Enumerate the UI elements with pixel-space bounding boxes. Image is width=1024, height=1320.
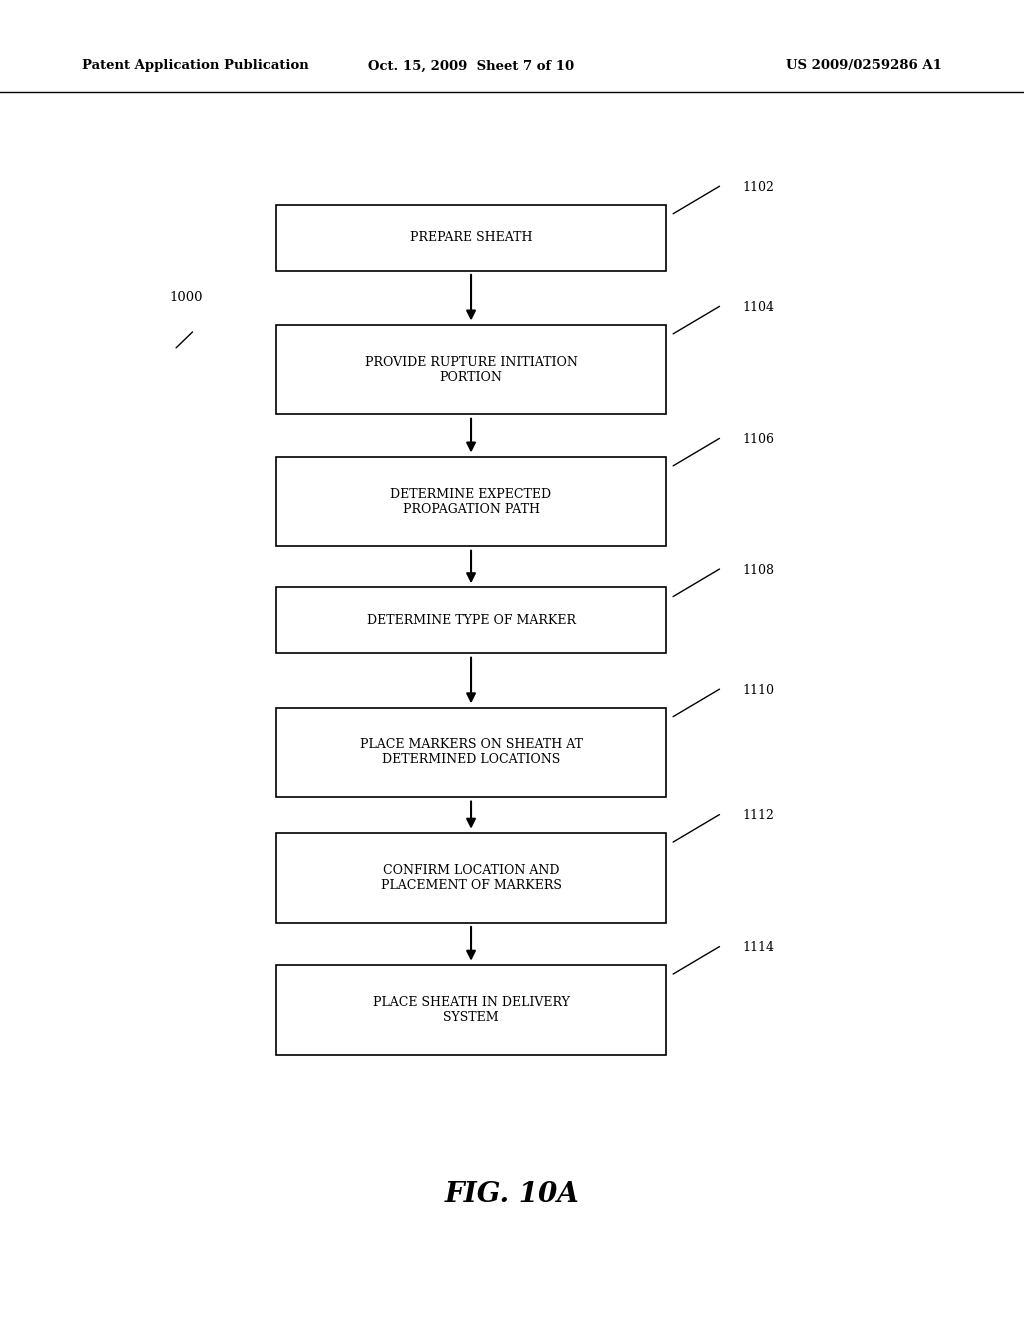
Bar: [276, 457, 666, 546]
Text: Oct. 15, 2009  Sheet 7 of 10: Oct. 15, 2009 Sheet 7 of 10: [368, 59, 574, 73]
Text: CONFIRM LOCATION AND
PLACEMENT OF MARKERS: CONFIRM LOCATION AND PLACEMENT OF MARKER…: [381, 863, 561, 892]
Text: Patent Application Publication: Patent Application Publication: [82, 59, 308, 73]
Text: 1106: 1106: [742, 433, 774, 446]
Bar: [276, 325, 666, 414]
Text: 1104: 1104: [742, 301, 774, 314]
Text: 1102: 1102: [742, 181, 774, 194]
Text: US 2009/0259286 A1: US 2009/0259286 A1: [786, 59, 942, 73]
Text: FIG. 10A: FIG. 10A: [444, 1181, 580, 1208]
Text: DETERMINE TYPE OF MARKER: DETERMINE TYPE OF MARKER: [367, 614, 575, 627]
Bar: [276, 965, 666, 1055]
Text: 1108: 1108: [742, 564, 774, 577]
Bar: [276, 205, 666, 271]
Text: 1000: 1000: [169, 290, 203, 304]
Text: PREPARE SHEATH: PREPARE SHEATH: [410, 231, 532, 244]
Bar: [276, 833, 666, 923]
Bar: [276, 587, 666, 653]
Text: PLACE MARKERS ON SHEATH AT
DETERMINED LOCATIONS: PLACE MARKERS ON SHEATH AT DETERMINED LO…: [359, 738, 583, 767]
Text: DETERMINE EXPECTED
PROPAGATION PATH: DETERMINE EXPECTED PROPAGATION PATH: [390, 487, 552, 516]
Text: 1114: 1114: [742, 941, 774, 954]
Text: 1112: 1112: [742, 809, 774, 822]
Text: PROVIDE RUPTURE INITIATION
PORTION: PROVIDE RUPTURE INITIATION PORTION: [365, 355, 578, 384]
Bar: [276, 708, 666, 797]
Text: 1110: 1110: [742, 684, 774, 697]
Text: PLACE SHEATH IN DELIVERY
SYSTEM: PLACE SHEATH IN DELIVERY SYSTEM: [373, 995, 569, 1024]
